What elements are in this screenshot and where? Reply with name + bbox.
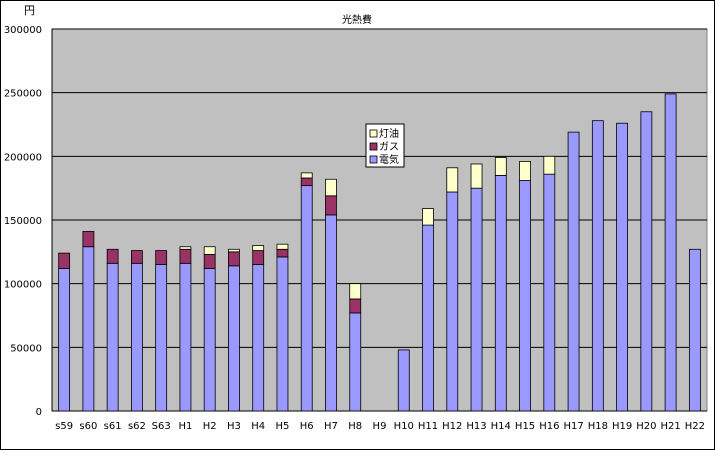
x-tick-label: H22 bbox=[685, 421, 705, 432]
bar-H18-電気 bbox=[591, 120, 604, 412]
bar-H16-電気 bbox=[543, 173, 556, 412]
bar-H3-電気 bbox=[228, 265, 240, 412]
bar-S63-電気 bbox=[155, 264, 168, 412]
legend-label: 灯油 bbox=[379, 127, 399, 140]
bar-H5-灯油 bbox=[276, 243, 289, 250]
y-tick-label: 100000 bbox=[4, 280, 42, 291]
bar-H14-灯油 bbox=[494, 157, 507, 176]
x-tick-label: s61 bbox=[104, 421, 122, 432]
x-tick-label: H20 bbox=[636, 421, 656, 432]
bar-H12-灯油 bbox=[446, 167, 459, 193]
bar-H5-電気 bbox=[276, 256, 289, 412]
x-tick-label: H15 bbox=[515, 421, 535, 432]
bar-H7-灯油 bbox=[325, 178, 337, 197]
bar-H14-電気 bbox=[494, 175, 507, 412]
chart-title: 光熱費 bbox=[342, 13, 372, 26]
bar-H2-ガス bbox=[203, 253, 216, 269]
bar-H2-灯油 bbox=[203, 246, 216, 255]
bar-H22-電気 bbox=[688, 248, 701, 412]
bar-s60-電気 bbox=[82, 246, 95, 412]
bar-H21-電気 bbox=[664, 93, 677, 412]
bar-s60-ガス bbox=[82, 231, 95, 248]
y-tick-label: 50000 bbox=[10, 343, 42, 354]
bar-H7-電気 bbox=[325, 214, 337, 412]
x-tick-label: H17 bbox=[563, 421, 583, 432]
bar-H8-灯油 bbox=[349, 283, 362, 300]
bar-H3-ガス bbox=[228, 251, 240, 267]
bar-H6-灯油 bbox=[300, 172, 313, 179]
legend-swatch bbox=[369, 142, 378, 151]
bar-H6-電気 bbox=[300, 185, 313, 412]
bar-H12-電気 bbox=[446, 191, 459, 412]
bar-H6-ガス bbox=[300, 177, 313, 187]
x-tick-label: H16 bbox=[539, 421, 559, 432]
x-tick-label: H5 bbox=[276, 421, 290, 432]
bar-s61-ガス bbox=[106, 248, 119, 264]
bar-H11-電気 bbox=[422, 224, 434, 412]
x-tick-label: s60 bbox=[79, 421, 97, 432]
bar-H5-ガス bbox=[276, 248, 289, 258]
bar-H4-ガス bbox=[252, 250, 265, 265]
bar-s62-ガス bbox=[131, 250, 143, 264]
x-tick-label: S63 bbox=[152, 421, 171, 432]
bar-H20-電気 bbox=[640, 111, 653, 412]
x-tick-label: H9 bbox=[373, 421, 387, 432]
bar-H4-電気 bbox=[252, 264, 265, 412]
y-tick-label: 150000 bbox=[4, 216, 42, 227]
y-tick-label: 300000 bbox=[4, 25, 42, 36]
bar-H8-電気 bbox=[349, 312, 362, 412]
bar-H2-電気 bbox=[203, 267, 216, 412]
x-tick-label: H13 bbox=[466, 421, 486, 432]
legend-swatch bbox=[369, 155, 378, 164]
bar-H13-灯油 bbox=[470, 163, 483, 189]
bar-s62-電気 bbox=[131, 262, 143, 412]
bar-H3-灯油 bbox=[228, 248, 240, 253]
legend-label: ガス bbox=[379, 141, 399, 153]
y-tick-label: 250000 bbox=[4, 89, 42, 100]
y-tick-label: 200000 bbox=[4, 152, 42, 163]
x-tick-label: H21 bbox=[660, 421, 680, 432]
bar-H17-電気 bbox=[567, 131, 580, 412]
x-tick-label: H3 bbox=[227, 421, 241, 432]
x-tick-label: s62 bbox=[128, 421, 146, 432]
bar-H1-灯油 bbox=[179, 246, 192, 250]
x-tick-label: H14 bbox=[491, 421, 511, 432]
x-tick-label: H18 bbox=[588, 421, 608, 432]
x-tick-label: H2 bbox=[203, 421, 217, 432]
bar-S63-ガス bbox=[155, 250, 168, 265]
bar-H7-ガス bbox=[325, 195, 337, 216]
y-unit-label: 円 bbox=[24, 4, 35, 17]
x-tick-label: H4 bbox=[251, 421, 265, 432]
x-tick-label: s59 bbox=[55, 421, 73, 432]
x-tick-label: H7 bbox=[324, 421, 338, 432]
x-tick-label: H1 bbox=[178, 421, 192, 432]
bar-H15-灯油 bbox=[519, 161, 531, 181]
bar-H16-灯油 bbox=[543, 155, 556, 175]
y-tick-label: 0 bbox=[36, 407, 42, 418]
bar-H13-電気 bbox=[470, 187, 483, 412]
x-tick-label: H6 bbox=[300, 421, 314, 432]
bar-s61-電気 bbox=[106, 262, 119, 412]
legend-label: 電気 bbox=[379, 153, 399, 166]
bar-s59-電気 bbox=[58, 267, 71, 412]
bar-H1-ガス bbox=[179, 248, 192, 264]
bar-H15-電気 bbox=[519, 180, 531, 412]
bar-H1-電気 bbox=[179, 262, 192, 412]
x-tick-label: H8 bbox=[348, 421, 362, 432]
x-tick-label: H12 bbox=[442, 421, 462, 432]
bar-s59-ガス bbox=[58, 252, 71, 269]
x-tick-label: H10 bbox=[394, 421, 414, 432]
legend-swatch bbox=[369, 129, 378, 138]
bar-H10-電気 bbox=[397, 349, 410, 412]
bar-H4-灯油 bbox=[252, 245, 265, 251]
x-tick-label: H11 bbox=[418, 421, 438, 432]
bar-H8-ガス bbox=[349, 298, 362, 314]
bar-H11-灯油 bbox=[422, 208, 434, 226]
bar-H19-電気 bbox=[616, 122, 628, 412]
x-tick-label: H19 bbox=[612, 421, 632, 432]
